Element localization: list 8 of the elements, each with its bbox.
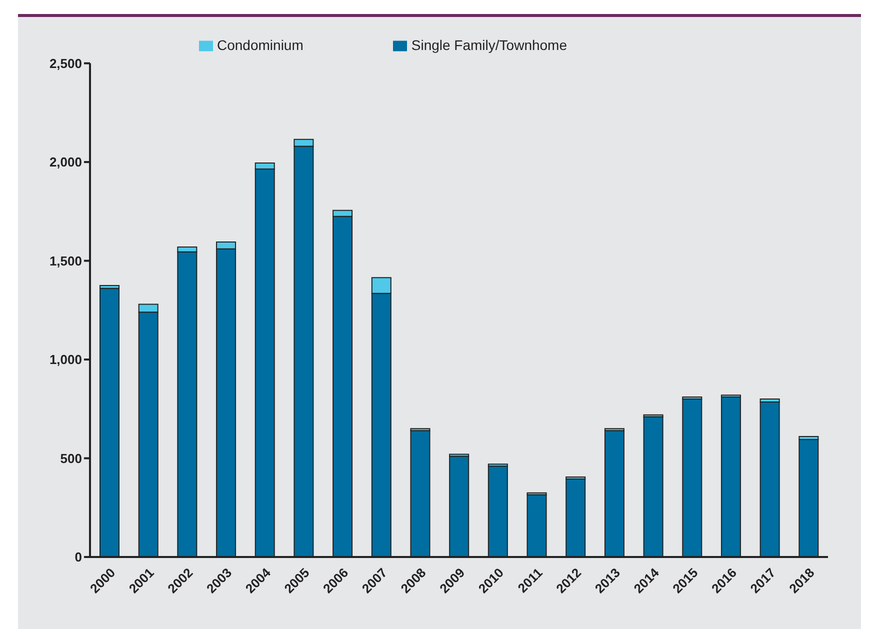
legend-label: Condominium: [217, 37, 304, 53]
y-tick-label: 1,000: [49, 352, 82, 368]
y-tick-label: 2,500: [49, 56, 82, 71]
y-tick-label: 500: [60, 450, 82, 466]
legend-label: Single Family/Townhome: [411, 37, 567, 53]
y-tick-label: 2,000: [49, 154, 82, 170]
y-tick-label: 1,500: [49, 253, 82, 268]
y-tick-label: 0: [74, 550, 82, 565]
